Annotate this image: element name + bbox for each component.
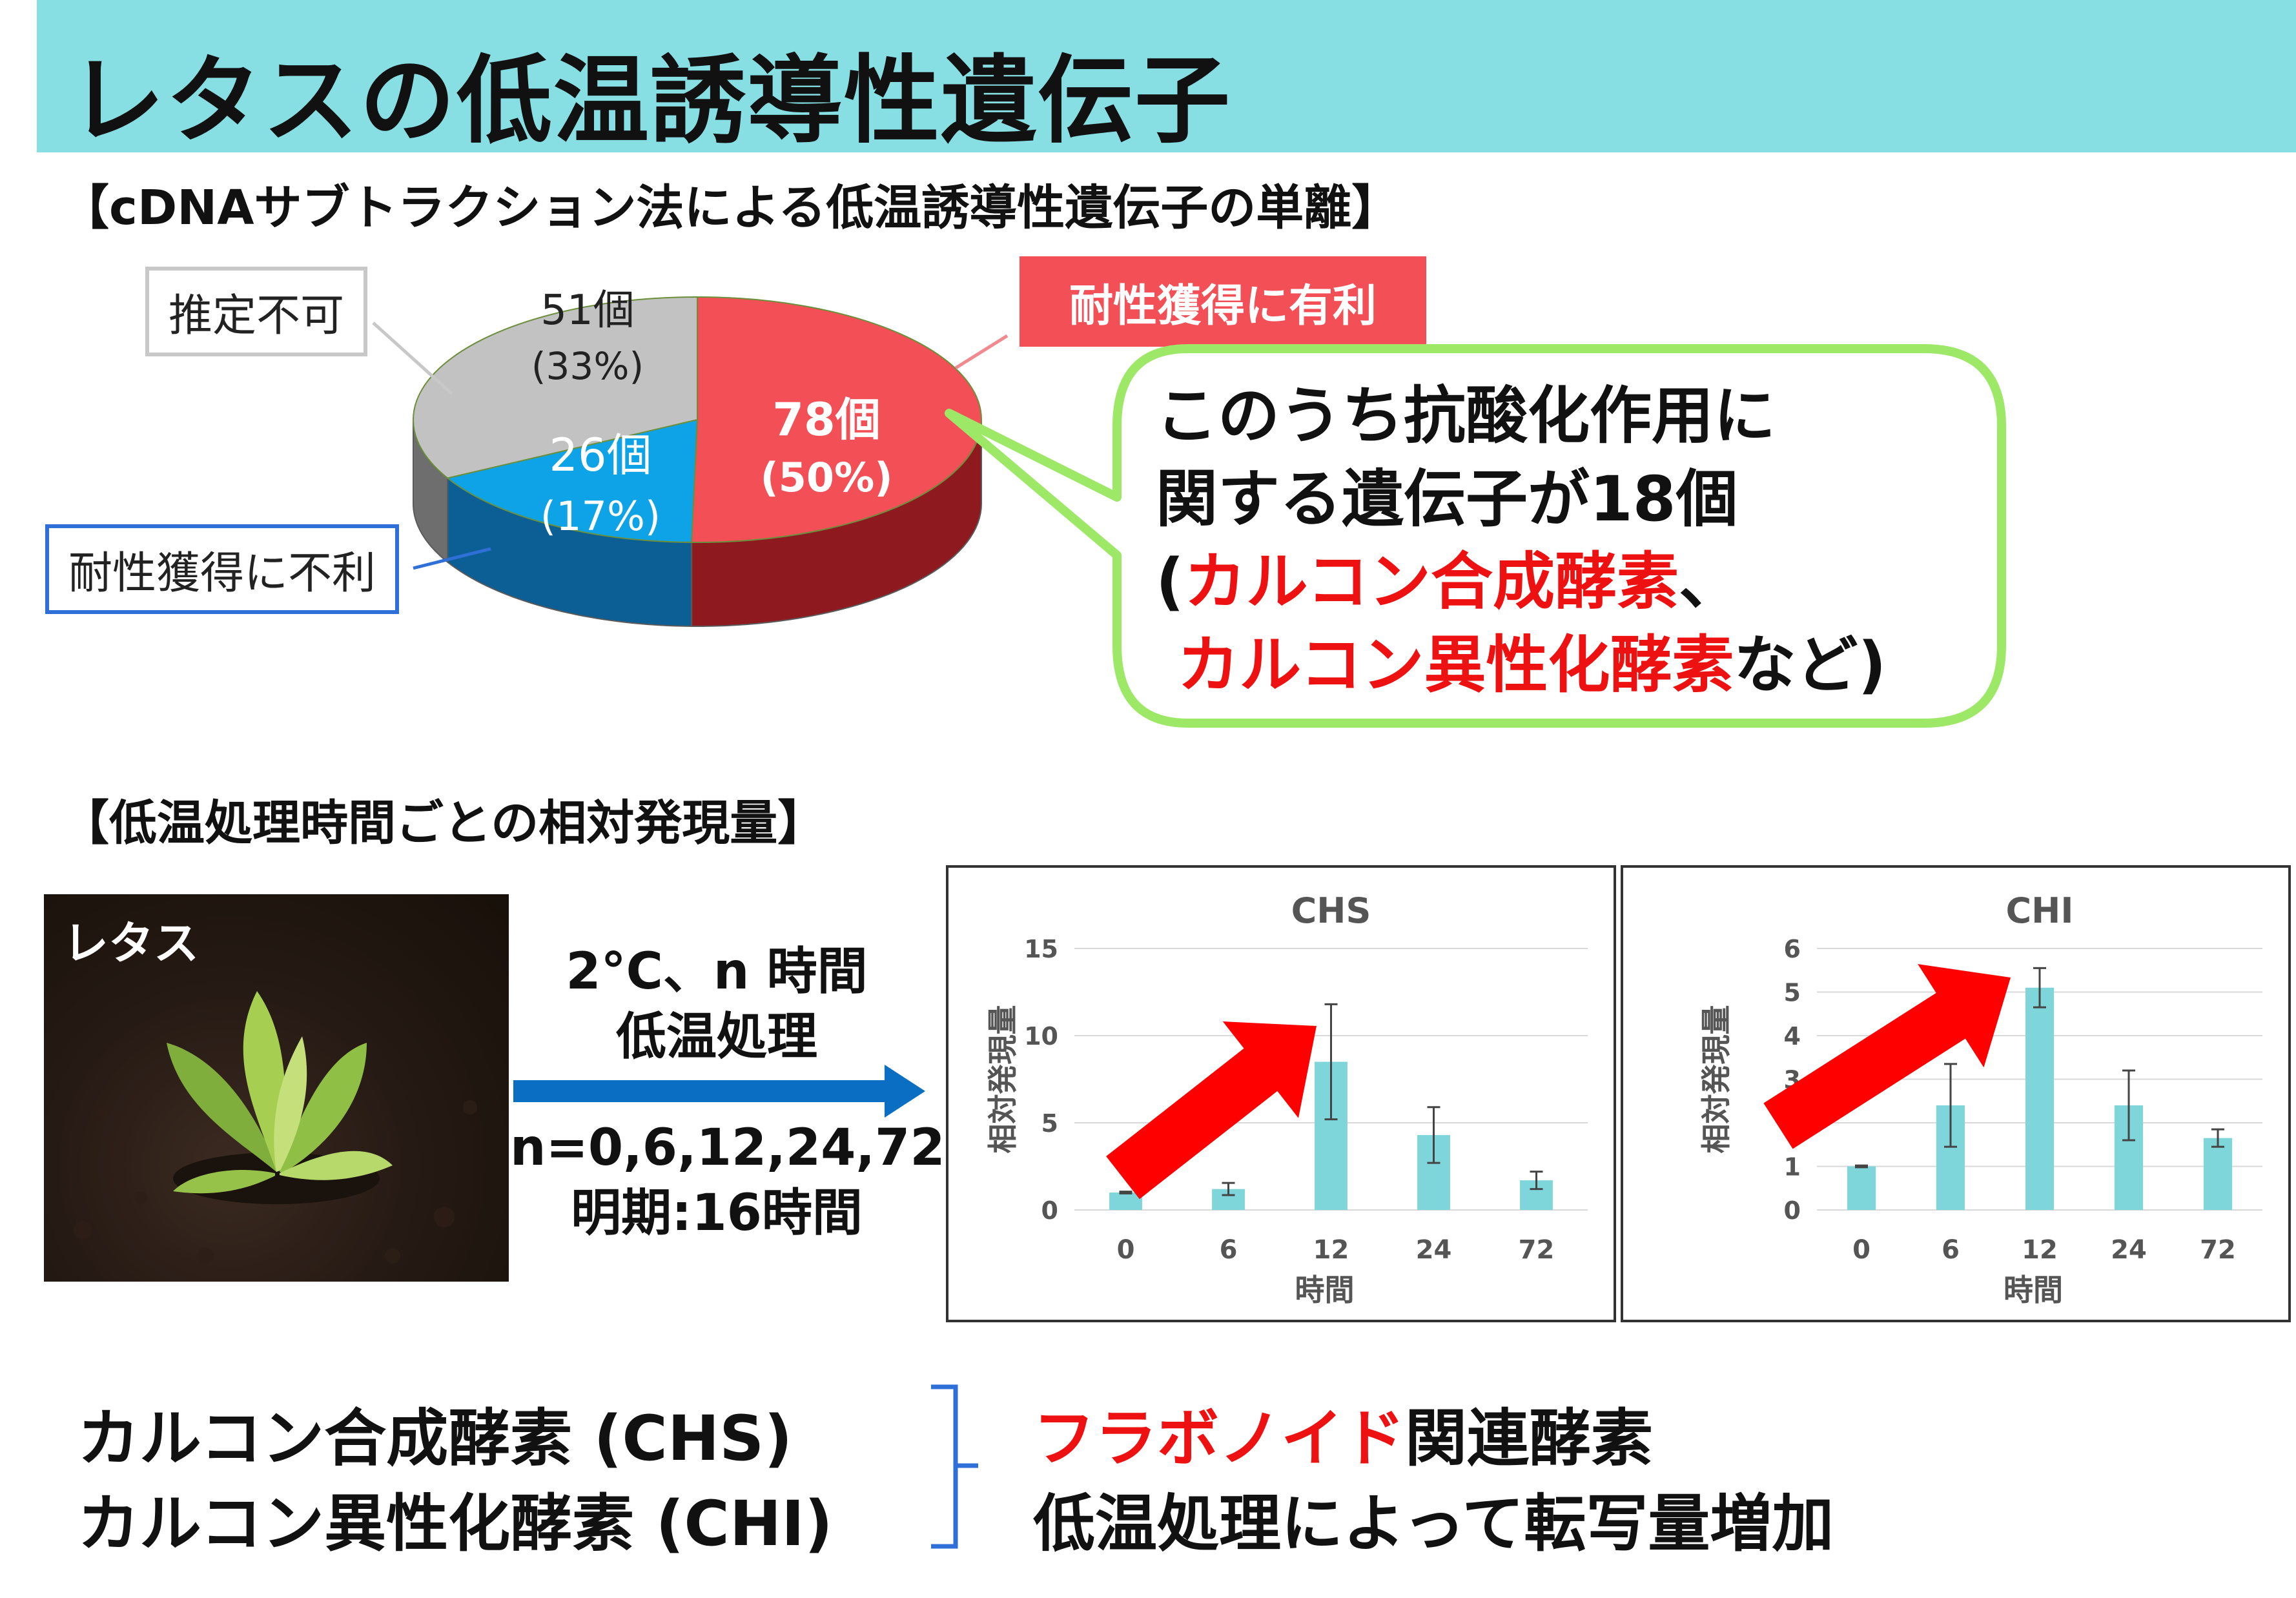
pie-label-advantage-percent: (50%): [760, 454, 893, 501]
highlight-arrow: [1106, 1021, 1317, 1200]
treatment-arrow: [513, 1065, 925, 1118]
related-enzyme: 関連酵素: [1405, 1402, 1653, 1475]
callout-bubble: [945, 344, 2006, 728]
callout-line3: (カルコン合成酵素、: [1156, 540, 1886, 624]
chart-title: CHI: [2006, 890, 2074, 931]
y-tick-label: 5: [1041, 1109, 1058, 1138]
pie-slice-disadvantage: [446, 418, 699, 543]
leader-line-disadvantage: [413, 547, 491, 570]
x-tick-label: 0: [1852, 1235, 1871, 1265]
leader-line-advantage: [954, 334, 1009, 370]
pie-label-unknown-percent: (33%): [531, 344, 644, 388]
callout-border: [945, 344, 2006, 728]
leader-line-unknown: [372, 322, 453, 395]
arrow-line1: 2°C、n 時間: [566, 943, 868, 1001]
label-box-unknown: 推定不可: [145, 267, 368, 356]
x-axis-label: 時間: [2004, 1273, 2063, 1307]
callout-text: このうち抗酸化作用に 関する遺伝子が18個 (カルコン合成酵素、 カルコン異性化…: [1156, 374, 1886, 707]
highlight-arrow-shape: [1763, 964, 2011, 1149]
bar: [1109, 1193, 1142, 1210]
page-title: レタスの低温誘導性遺伝子: [69, 45, 1231, 156]
y-tick-label: 0: [1041, 1196, 1058, 1225]
pie-label-disadvantage-count: 26個: [549, 429, 652, 482]
arrow-line4: 明期:16時間: [571, 1184, 863, 1243]
title-band: [37, 0, 2296, 152]
pie-label-unknown-count: 51個: [540, 287, 635, 334]
x-tick-label: 24: [2111, 1235, 2147, 1265]
chart-panel-chi: CHI012345606122472時間相対発現量: [1621, 865, 2291, 1322]
pie-chart: [413, 296, 982, 627]
chart-panel-chs: CHS 0 5 10 15 0 6 12 24 72 時間 相対発現量: [946, 865, 1616, 1322]
chs-bar-chart: CHS 0 5 10 15 0 6 12 24 72 時間 相対発現量: [985, 890, 1588, 1307]
y-tick-label: 15: [1024, 935, 1058, 963]
y-tick-label: 6: [1784, 935, 1801, 963]
pie-slice-unknown: [413, 296, 698, 479]
callout-line2: 関する遺伝子が18個: [1156, 462, 1738, 535]
arrow-line2: 低温処理: [615, 1008, 817, 1067]
bottom-chs: カルコン合成酵素 (CHS): [77, 1402, 793, 1475]
x-tick-label: 6: [1220, 1235, 1238, 1265]
y-tick-label: 10: [1024, 1022, 1058, 1050]
label-box-disadvantage: 耐性獲得に不利: [45, 524, 400, 614]
chart-title: CHS: [1291, 890, 1371, 931]
bottom-flavonoid: フラボノイド関連酵素: [1033, 1388, 1653, 1478]
lettuce-illustration: [74, 991, 477, 1275]
highlight-arrow-shape: [1106, 1021, 1317, 1200]
bottom-chi: カルコン異性化酵素 (CHI): [77, 1488, 833, 1560]
bar: [2025, 987, 2055, 1210]
y-tick-label: 0: [1784, 1196, 1801, 1225]
section-heading-expression: 【低温処理時間ごとの相対発現量】: [61, 795, 826, 851]
bottom-transcription: 低温処理によって転写量増加: [1033, 1488, 1834, 1560]
lettuce-photo: [44, 894, 509, 1282]
x-tick-label: 6: [1942, 1235, 1960, 1265]
x-axis-label: 時間: [1295, 1273, 1355, 1307]
pie-slice-advantage: [691, 296, 982, 543]
x-tick-label: 72: [2200, 1235, 2236, 1265]
y-axis-label: 相対発現量: [985, 1005, 1020, 1154]
callout-chi: カルコン異性化酵素: [1177, 628, 1734, 701]
section-heading-subtraction: 【cDNAサブトラクション法による低温誘導性遺伝子の単離】: [61, 180, 1400, 236]
x-tick-label: 12: [1313, 1235, 1349, 1265]
x-tick-label: 0: [1117, 1235, 1135, 1265]
x-tick-label: 12: [2022, 1235, 2058, 1265]
y-tick-label: 1: [1784, 1153, 1801, 1182]
bar: [1847, 1166, 1876, 1210]
callout-line1: このうち抗酸化作用に: [1156, 380, 1776, 452]
highlight-arrow: [1763, 964, 2011, 1149]
callout-line4: カルコン異性化酵素など): [1156, 624, 1886, 707]
arrow-line3: n=0,6,12,24,72: [510, 1119, 945, 1177]
bar: [2203, 1138, 2233, 1210]
y-axis-label: 相対発現量: [1699, 1005, 1734, 1154]
y-tick-label: 4: [1784, 1022, 1801, 1050]
callout-etc: など): [1734, 628, 1887, 701]
arrow-text-condition: 2°C、n 時間 低温処理: [510, 939, 923, 1070]
callout-chs: カルコン合成酵素: [1184, 546, 1679, 619]
x-tick-label: 72: [1519, 1235, 1555, 1265]
pie-label-disadvantage-percent: (17%): [540, 493, 661, 540]
flavonoid-word: フラボノイド: [1033, 1402, 1405, 1475]
arrow-text-params: n=0,6,12,24,72 明期:16時間: [510, 1116, 945, 1247]
chi-bar-chart: CHI012345606122472時間相対発現量: [1699, 890, 2262, 1307]
bracket: [931, 1384, 978, 1549]
label-box-advantage: 耐性獲得に有利: [1020, 256, 1426, 347]
callout-paren: (: [1156, 546, 1184, 619]
pie-leader-lines: [372, 322, 1009, 570]
pie-label-advantage-count: 78個: [772, 393, 881, 446]
y-tick-label: 5: [1784, 979, 1801, 1007]
callout-comma: 、: [1678, 546, 1741, 619]
x-tick-label: 24: [1416, 1235, 1452, 1265]
photo-label: レタス: [63, 917, 199, 970]
